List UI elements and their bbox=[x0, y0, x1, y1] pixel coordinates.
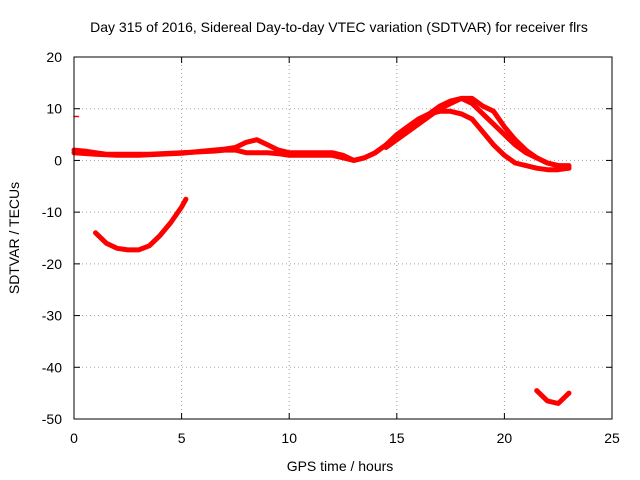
x-tick-label: 0 bbox=[70, 430, 78, 446]
series-line-low-arc-1 bbox=[93, 196, 189, 253]
y-axis-label: SDTVAR / TECUs bbox=[6, 182, 22, 294]
series-line-low-arc-2 bbox=[534, 388, 572, 406]
series-line-main-band-3 bbox=[383, 95, 572, 169]
series-line-main-band-2 bbox=[71, 95, 572, 171]
series-line-main-band-1 bbox=[71, 108, 572, 173]
y-tick-label: -20 bbox=[42, 256, 62, 272]
x-axis-label: GPS time / hours bbox=[287, 458, 394, 474]
y-tick-label: -40 bbox=[42, 359, 62, 375]
y-tick-label: 20 bbox=[46, 49, 62, 65]
y-tick-label: -10 bbox=[42, 204, 62, 220]
x-tick-label: 20 bbox=[497, 430, 513, 446]
plot-frame bbox=[73, 56, 613, 420]
y-tick-label: -30 bbox=[42, 308, 62, 324]
y-tick-label: -50 bbox=[42, 411, 62, 427]
x-tick-label: 25 bbox=[604, 430, 620, 446]
x-tick-label: 10 bbox=[281, 430, 297, 446]
y-tick-label: 10 bbox=[46, 101, 62, 117]
chart-title: Day 315 of 2016, Sidereal Day-to-day VTE… bbox=[90, 19, 588, 35]
y-tick-label: 0 bbox=[54, 152, 62, 168]
grid bbox=[74, 57, 612, 419]
x-tick-label: 15 bbox=[389, 430, 405, 446]
x-tick-label: 5 bbox=[178, 430, 186, 446]
ticks: 0 5 10 15 20 25 -50 -40 -30 -20 -10 0 10 20 bbox=[42, 49, 620, 446]
series-group bbox=[71, 95, 572, 406]
